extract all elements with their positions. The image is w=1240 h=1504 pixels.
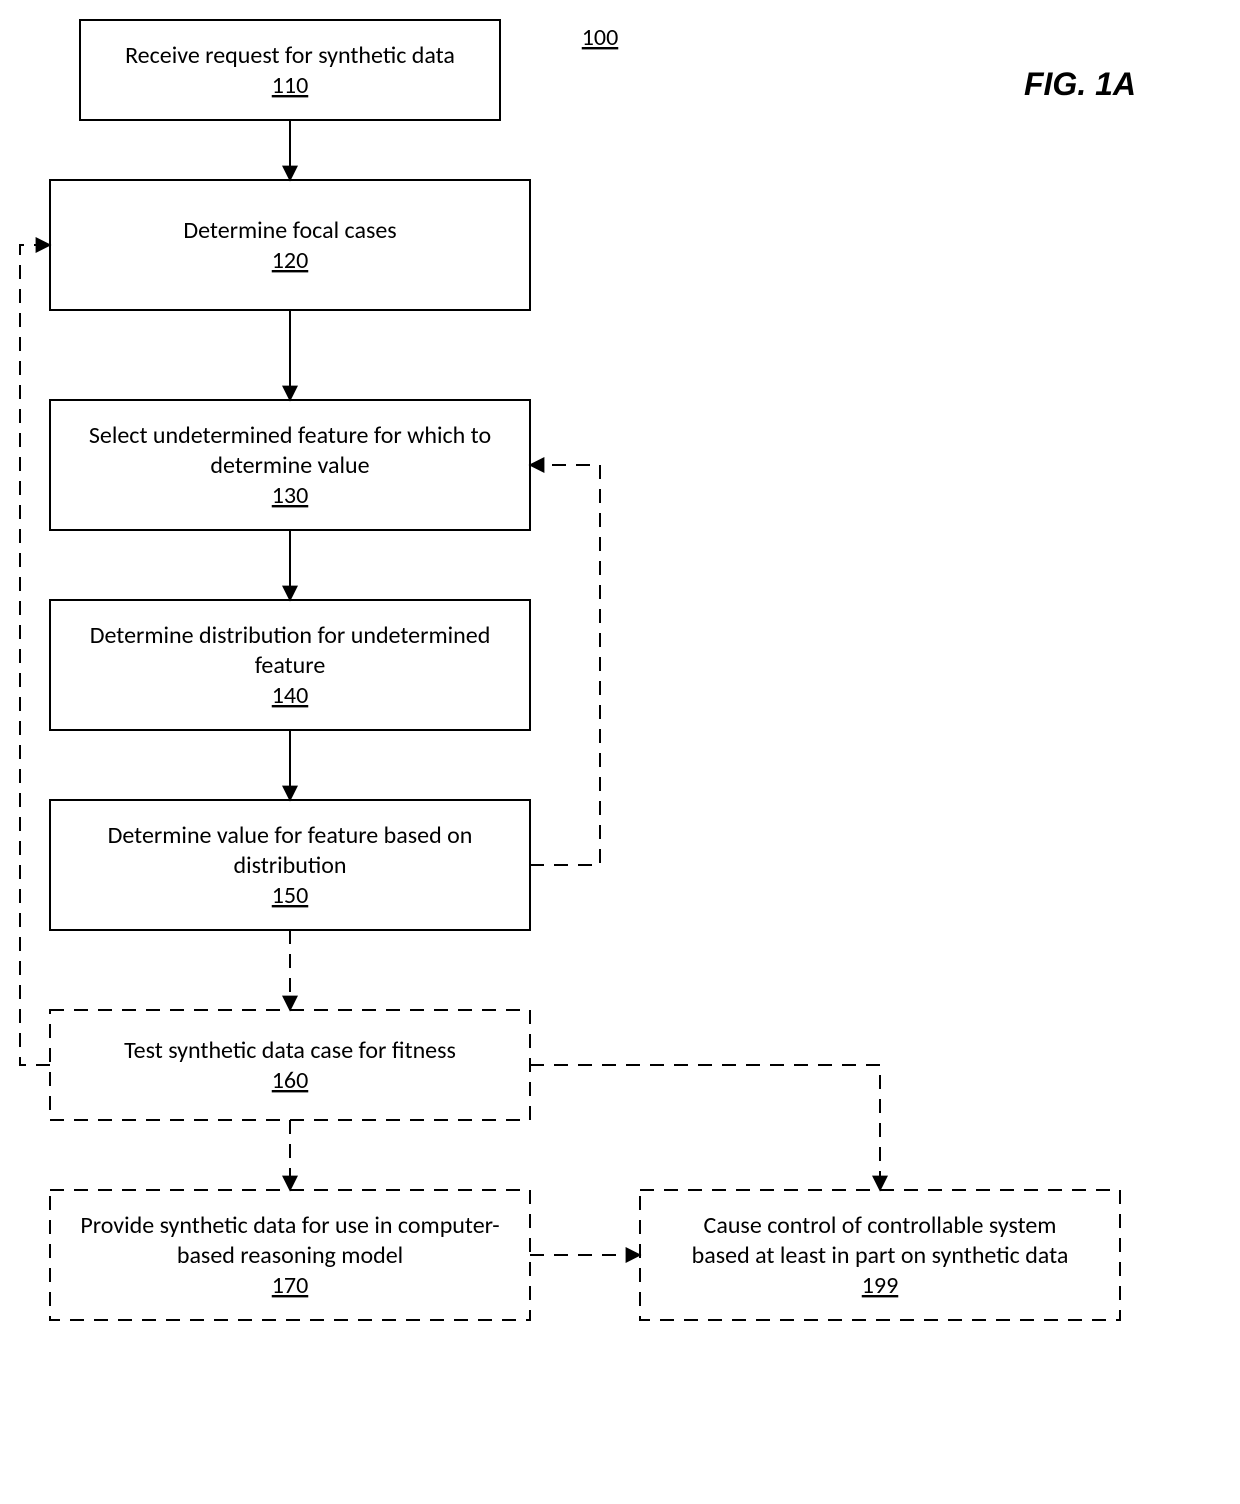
node-text: Determine distribution for undetermined	[90, 621, 491, 650]
node-ref: 160	[272, 1066, 309, 1095]
flow-node-120: Determine focal cases120	[50, 180, 530, 310]
node-text: Determine value for feature based on	[108, 821, 473, 850]
flow-node-160: Test synthetic data case for fitness160	[50, 1010, 530, 1120]
node-ref: 170	[272, 1271, 309, 1300]
node-text: determine value	[210, 451, 369, 480]
node-text: Cause control of controllable system	[704, 1211, 1057, 1240]
node-text: distribution	[233, 851, 346, 880]
flow-node-150: Determine value for feature based ondist…	[50, 800, 530, 930]
flow-edge	[530, 465, 600, 865]
flow-node-110: Receive request for synthetic data110	[80, 20, 500, 120]
flow-edge	[20, 245, 50, 1065]
node-text: Determine focal cases	[183, 216, 396, 245]
figure-label: FIG. 1A	[1024, 66, 1136, 102]
node-ref: 199	[862, 1271, 899, 1300]
node-ref: 120	[272, 246, 309, 275]
node-ref: 110	[272, 71, 309, 100]
node-text: Receive request for synthetic data	[125, 41, 455, 70]
flow-node-130: Select undetermined feature for which to…	[50, 400, 530, 530]
node-text: Test synthetic data case for fitness	[124, 1036, 456, 1065]
node-text: based at least in part on synthetic data	[692, 1241, 1069, 1270]
flow-node-170: Provide synthetic data for use in comput…	[50, 1190, 530, 1320]
node-text: Select undetermined feature for which to	[89, 421, 491, 450]
flow-edge	[530, 1065, 880, 1190]
node-text: based reasoning model	[177, 1241, 403, 1270]
flow-node-140: Determine distribution for undeterminedf…	[50, 600, 530, 730]
node-ref: 140	[272, 681, 309, 710]
node-text: feature	[255, 651, 326, 680]
flowchart-diagram: Receive request for synthetic data110 Det…	[0, 0, 1240, 1504]
node-ref: 130	[272, 481, 309, 510]
flow-node-199: Cause control of controllable systembase…	[640, 1190, 1120, 1320]
node-text: Provide synthetic data for use in comput…	[80, 1211, 499, 1240]
figure-ref-number: 100	[582, 23, 619, 52]
node-ref: 150	[272, 881, 309, 910]
